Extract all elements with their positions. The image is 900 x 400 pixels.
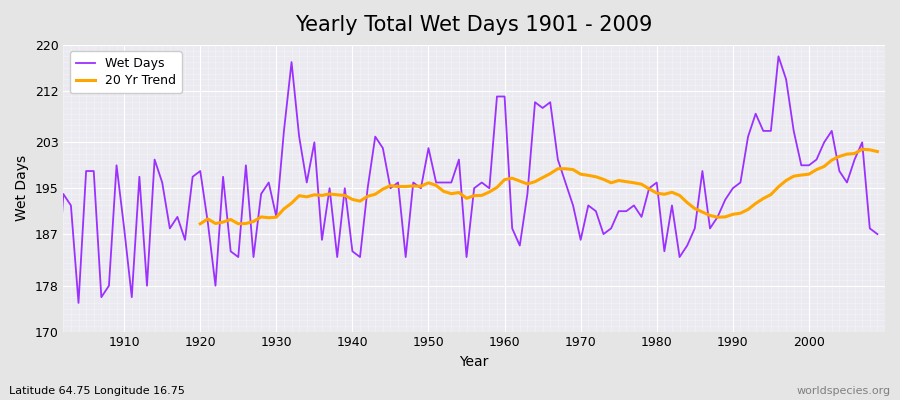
Wet Days (872, 232, 883, 236)
Line: Wet Days: Wet Days (56, 56, 878, 320)
Y-axis label: Wet Days: Wet Days (15, 155, 29, 221)
Wet Days (773, 54, 784, 59)
Legend: Wet Days, 20 Yr Trend: Wet Days, 20 Yr Trend (69, 51, 182, 93)
Wet Days (324, 186, 335, 191)
20 Yr Trend (758, 196, 769, 201)
20 Yr Trend (857, 147, 868, 152)
Wet Days (590, 209, 601, 214)
20 Yr Trend (400, 184, 411, 189)
20 Yr Trend (286, 201, 297, 206)
20 Yr Trend (872, 149, 883, 154)
X-axis label: Year: Year (460, 355, 489, 369)
Wet Days (500, 94, 510, 99)
Wet Days (50, 318, 61, 322)
20 Yr Trend (842, 152, 852, 156)
Wet Days (491, 94, 502, 99)
Text: Latitude 64.75 Longitude 16.75: Latitude 64.75 Longitude 16.75 (9, 386, 184, 396)
20 Yr Trend (194, 221, 205, 226)
Wet Days (112, 163, 122, 168)
Text: worldspecies.org: worldspecies.org (796, 386, 891, 396)
Wet Days (278, 128, 289, 133)
Line: 20 Yr Trend: 20 Yr Trend (200, 149, 878, 224)
20 Yr Trend (667, 190, 678, 195)
20 Yr Trend (773, 184, 784, 189)
Title: Yearly Total Wet Days 1901 - 2009: Yearly Total Wet Days 1901 - 2009 (295, 15, 652, 35)
